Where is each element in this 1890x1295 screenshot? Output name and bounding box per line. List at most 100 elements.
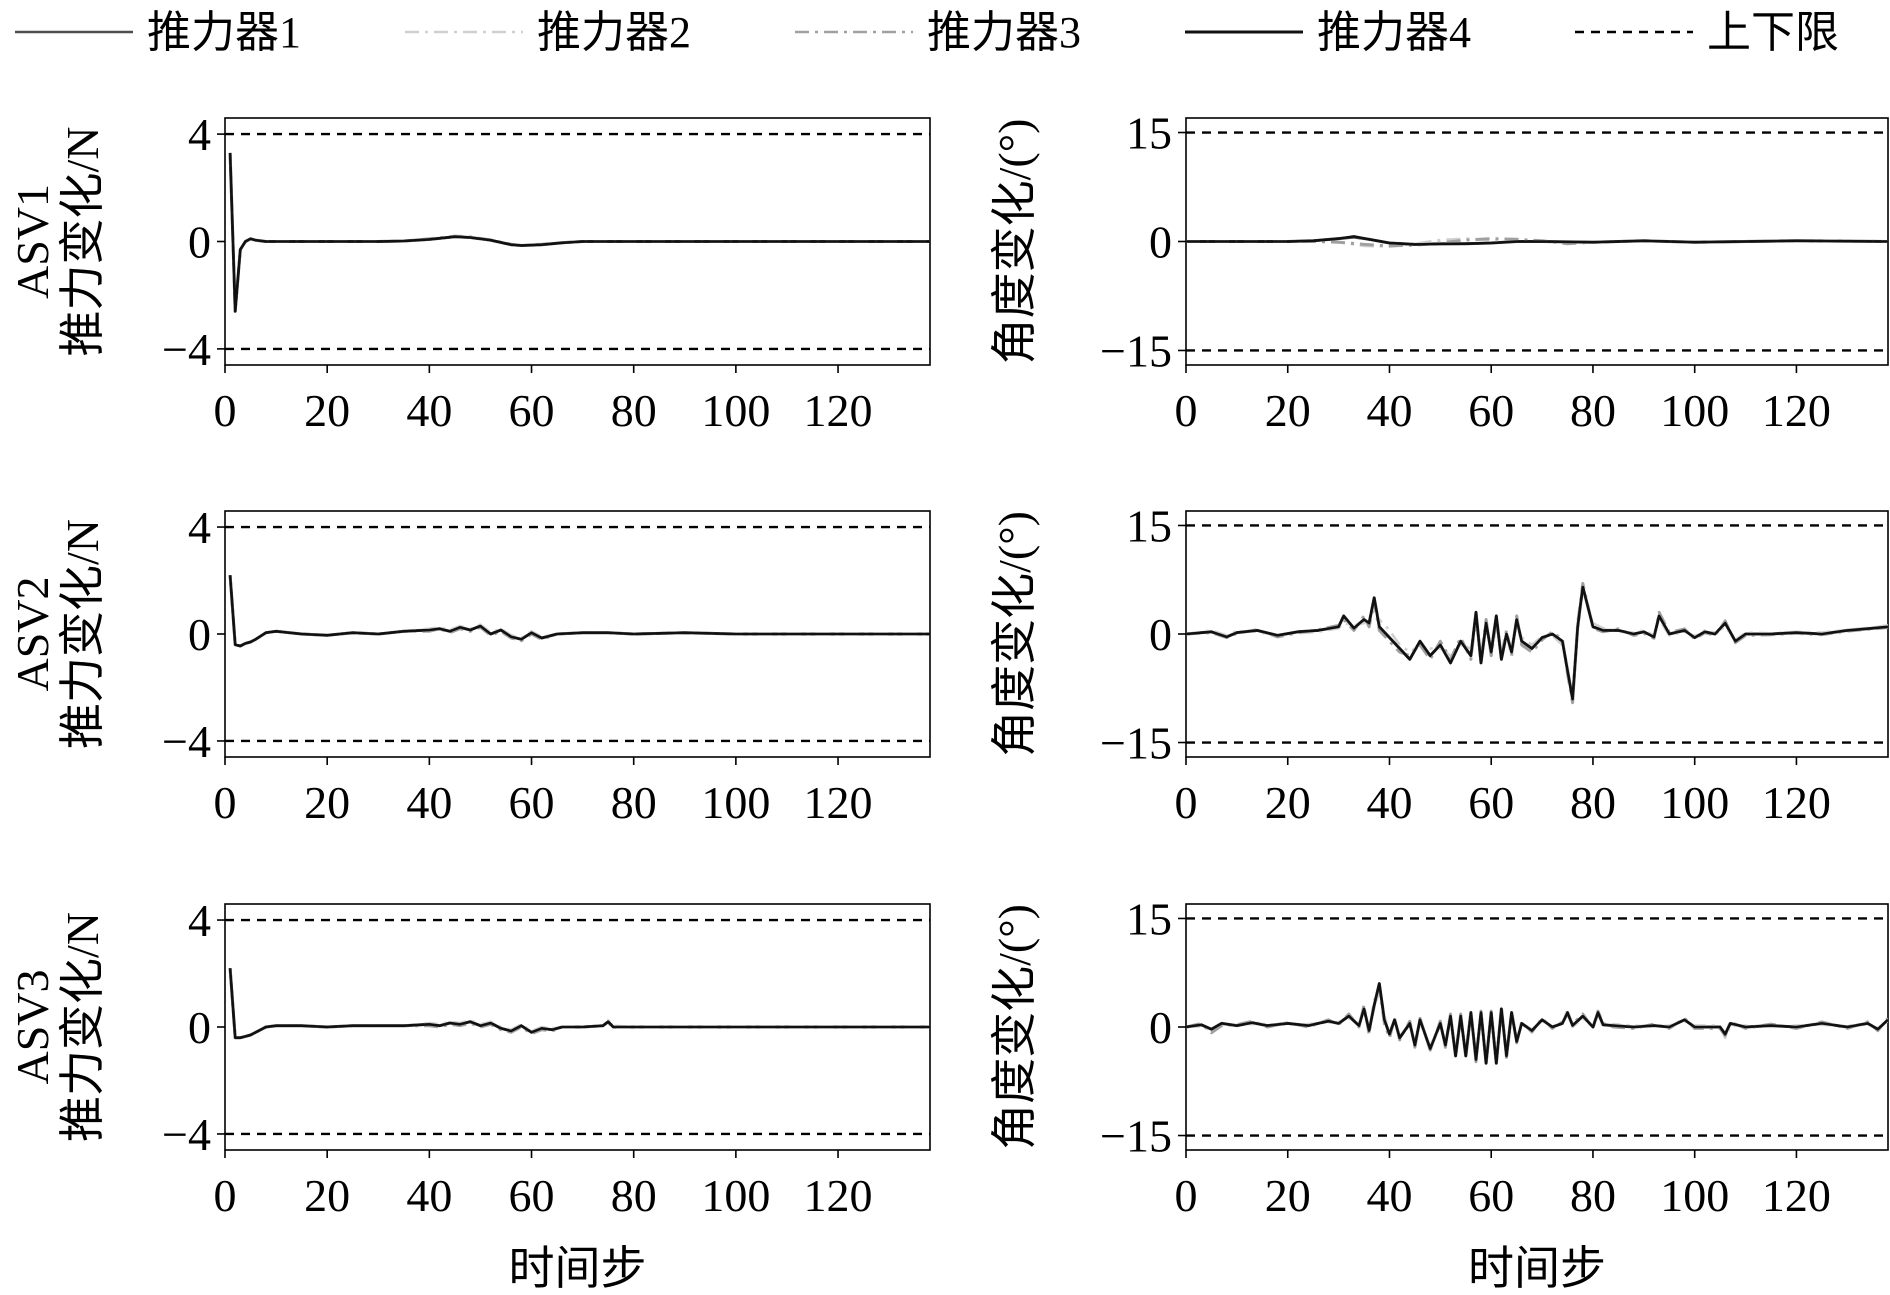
x-tick-label: 100: [1660, 1170, 1729, 1221]
y-tick-label: 15: [1126, 108, 1172, 159]
x-tick-label: 80: [1570, 1170, 1616, 1221]
x-axis-label-2: 时间步: [1468, 1243, 1606, 1294]
x-tick-label: 0: [1175, 1170, 1198, 1221]
y-tick-label: −4: [162, 716, 211, 767]
y-tick-label: 4: [188, 109, 211, 160]
series-group: [1186, 581, 1888, 705]
x-tick-label: 100: [1660, 385, 1729, 436]
series-group: [1186, 982, 1888, 1067]
y-tick-label: 0: [1149, 217, 1172, 268]
series-line-4: [228, 152, 930, 313]
series-line-4: [1186, 585, 1888, 701]
y-axis-label: 推力变化/N: [57, 912, 108, 1142]
series-line-4: [1186, 982, 1888, 1065]
series-group: [1186, 235, 1888, 248]
series-line-2: [228, 968, 930, 1039]
y-tick-label: −15: [1100, 1111, 1172, 1162]
y-tick-label: −15: [1100, 718, 1172, 769]
x-tick-label: 120: [804, 777, 873, 828]
y-tick-label: −4: [162, 1109, 211, 1160]
x-tick-label: 20: [1265, 777, 1311, 828]
y-axis-label: 角度变化/(°): [989, 511, 1040, 757]
y-tick-label: 15: [1126, 500, 1172, 551]
legend-label-4: 推力器4: [1317, 8, 1471, 57]
row-label: ASV1: [7, 184, 58, 299]
series-line-4: [1186, 235, 1888, 246]
y-axis-label: 角度变化/(°): [989, 904, 1040, 1150]
x-tick-label: 80: [611, 385, 657, 436]
legend-label-2: 推力器2: [537, 8, 691, 57]
y-axis-label: 角度变化/(°): [989, 119, 1040, 365]
y-tick-label: −15: [1100, 325, 1172, 376]
x-tick-label: 40: [406, 1170, 452, 1221]
x-tick-label: 60: [1468, 777, 1514, 828]
x-tick-label: 100: [701, 1170, 770, 1221]
x-tick-label: 20: [304, 777, 350, 828]
series-line-4: [228, 575, 930, 648]
series-group: [228, 575, 930, 648]
legend-label-1: 推力器1: [147, 8, 301, 57]
series-group: [228, 968, 930, 1040]
x-tick-label: 60: [1468, 1170, 1514, 1221]
x-tick-label: 0: [214, 1170, 237, 1221]
x-tick-label: 120: [1762, 1170, 1831, 1221]
legend-label-3: 推力器3: [927, 8, 1081, 57]
x-tick-label: 0: [214, 777, 237, 828]
x-tick-label: 120: [804, 1170, 873, 1221]
x-tick-label: 100: [701, 777, 770, 828]
x-tick-label: 80: [1570, 385, 1616, 436]
y-tick-label: 0: [1149, 1002, 1172, 1053]
x-tick-label: 40: [406, 777, 452, 828]
x-tick-label: 60: [509, 1170, 555, 1221]
x-tick-label: 80: [1570, 777, 1616, 828]
x-tick-label: 40: [1366, 777, 1412, 828]
series-line-1: [228, 152, 930, 313]
y-tick-label: 0: [188, 1002, 211, 1053]
y-tick-label: 0: [1149, 609, 1172, 660]
x-tick-label: 20: [1265, 1170, 1311, 1221]
x-tick-label: 40: [1366, 385, 1412, 436]
x-tick-label: 40: [406, 385, 452, 436]
series-group: [228, 152, 930, 313]
series-line-4: [228, 968, 930, 1039]
x-tick-label: 120: [804, 385, 873, 436]
x-tick-label: 100: [701, 385, 770, 436]
y-tick-label: 4: [188, 895, 211, 946]
series-line-2: [228, 152, 930, 313]
x-tick-label: 0: [214, 385, 237, 436]
x-tick-label: 60: [509, 385, 555, 436]
y-tick-label: −4: [162, 324, 211, 375]
x-tick-label: 120: [1762, 385, 1831, 436]
x-tick-label: 0: [1175, 385, 1198, 436]
legend: 推力器1 推力器2 推力器3 推力器4 上下限: [15, 8, 1839, 57]
x-tick-label: 60: [1468, 385, 1514, 436]
x-tick-label: 60: [509, 777, 555, 828]
y-axis-label: 推力变化/N: [57, 127, 108, 357]
x-tick-label: 20: [304, 1170, 350, 1221]
y-tick-label: 4: [188, 502, 211, 553]
y-tick-label: 0: [188, 217, 211, 268]
row-label: ASV3: [7, 969, 58, 1084]
x-tick-label: 20: [304, 385, 350, 436]
x-tick-label: 80: [611, 1170, 657, 1221]
x-tick-label: 0: [1175, 777, 1198, 828]
x-tick-label: 40: [1366, 1170, 1412, 1221]
x-tick-label: 120: [1762, 777, 1831, 828]
y-tick-label: 15: [1126, 893, 1172, 944]
series-line-3: [228, 152, 930, 313]
x-tick-label: 80: [611, 777, 657, 828]
x-tick-label: 20: [1265, 385, 1311, 436]
legend-label-5: 上下限: [1707, 8, 1839, 57]
x-axis-label-1: 时间步: [509, 1243, 647, 1294]
y-tick-label: 0: [188, 609, 211, 660]
row-label: ASV2: [7, 576, 58, 691]
x-tick-label: 100: [1660, 777, 1729, 828]
